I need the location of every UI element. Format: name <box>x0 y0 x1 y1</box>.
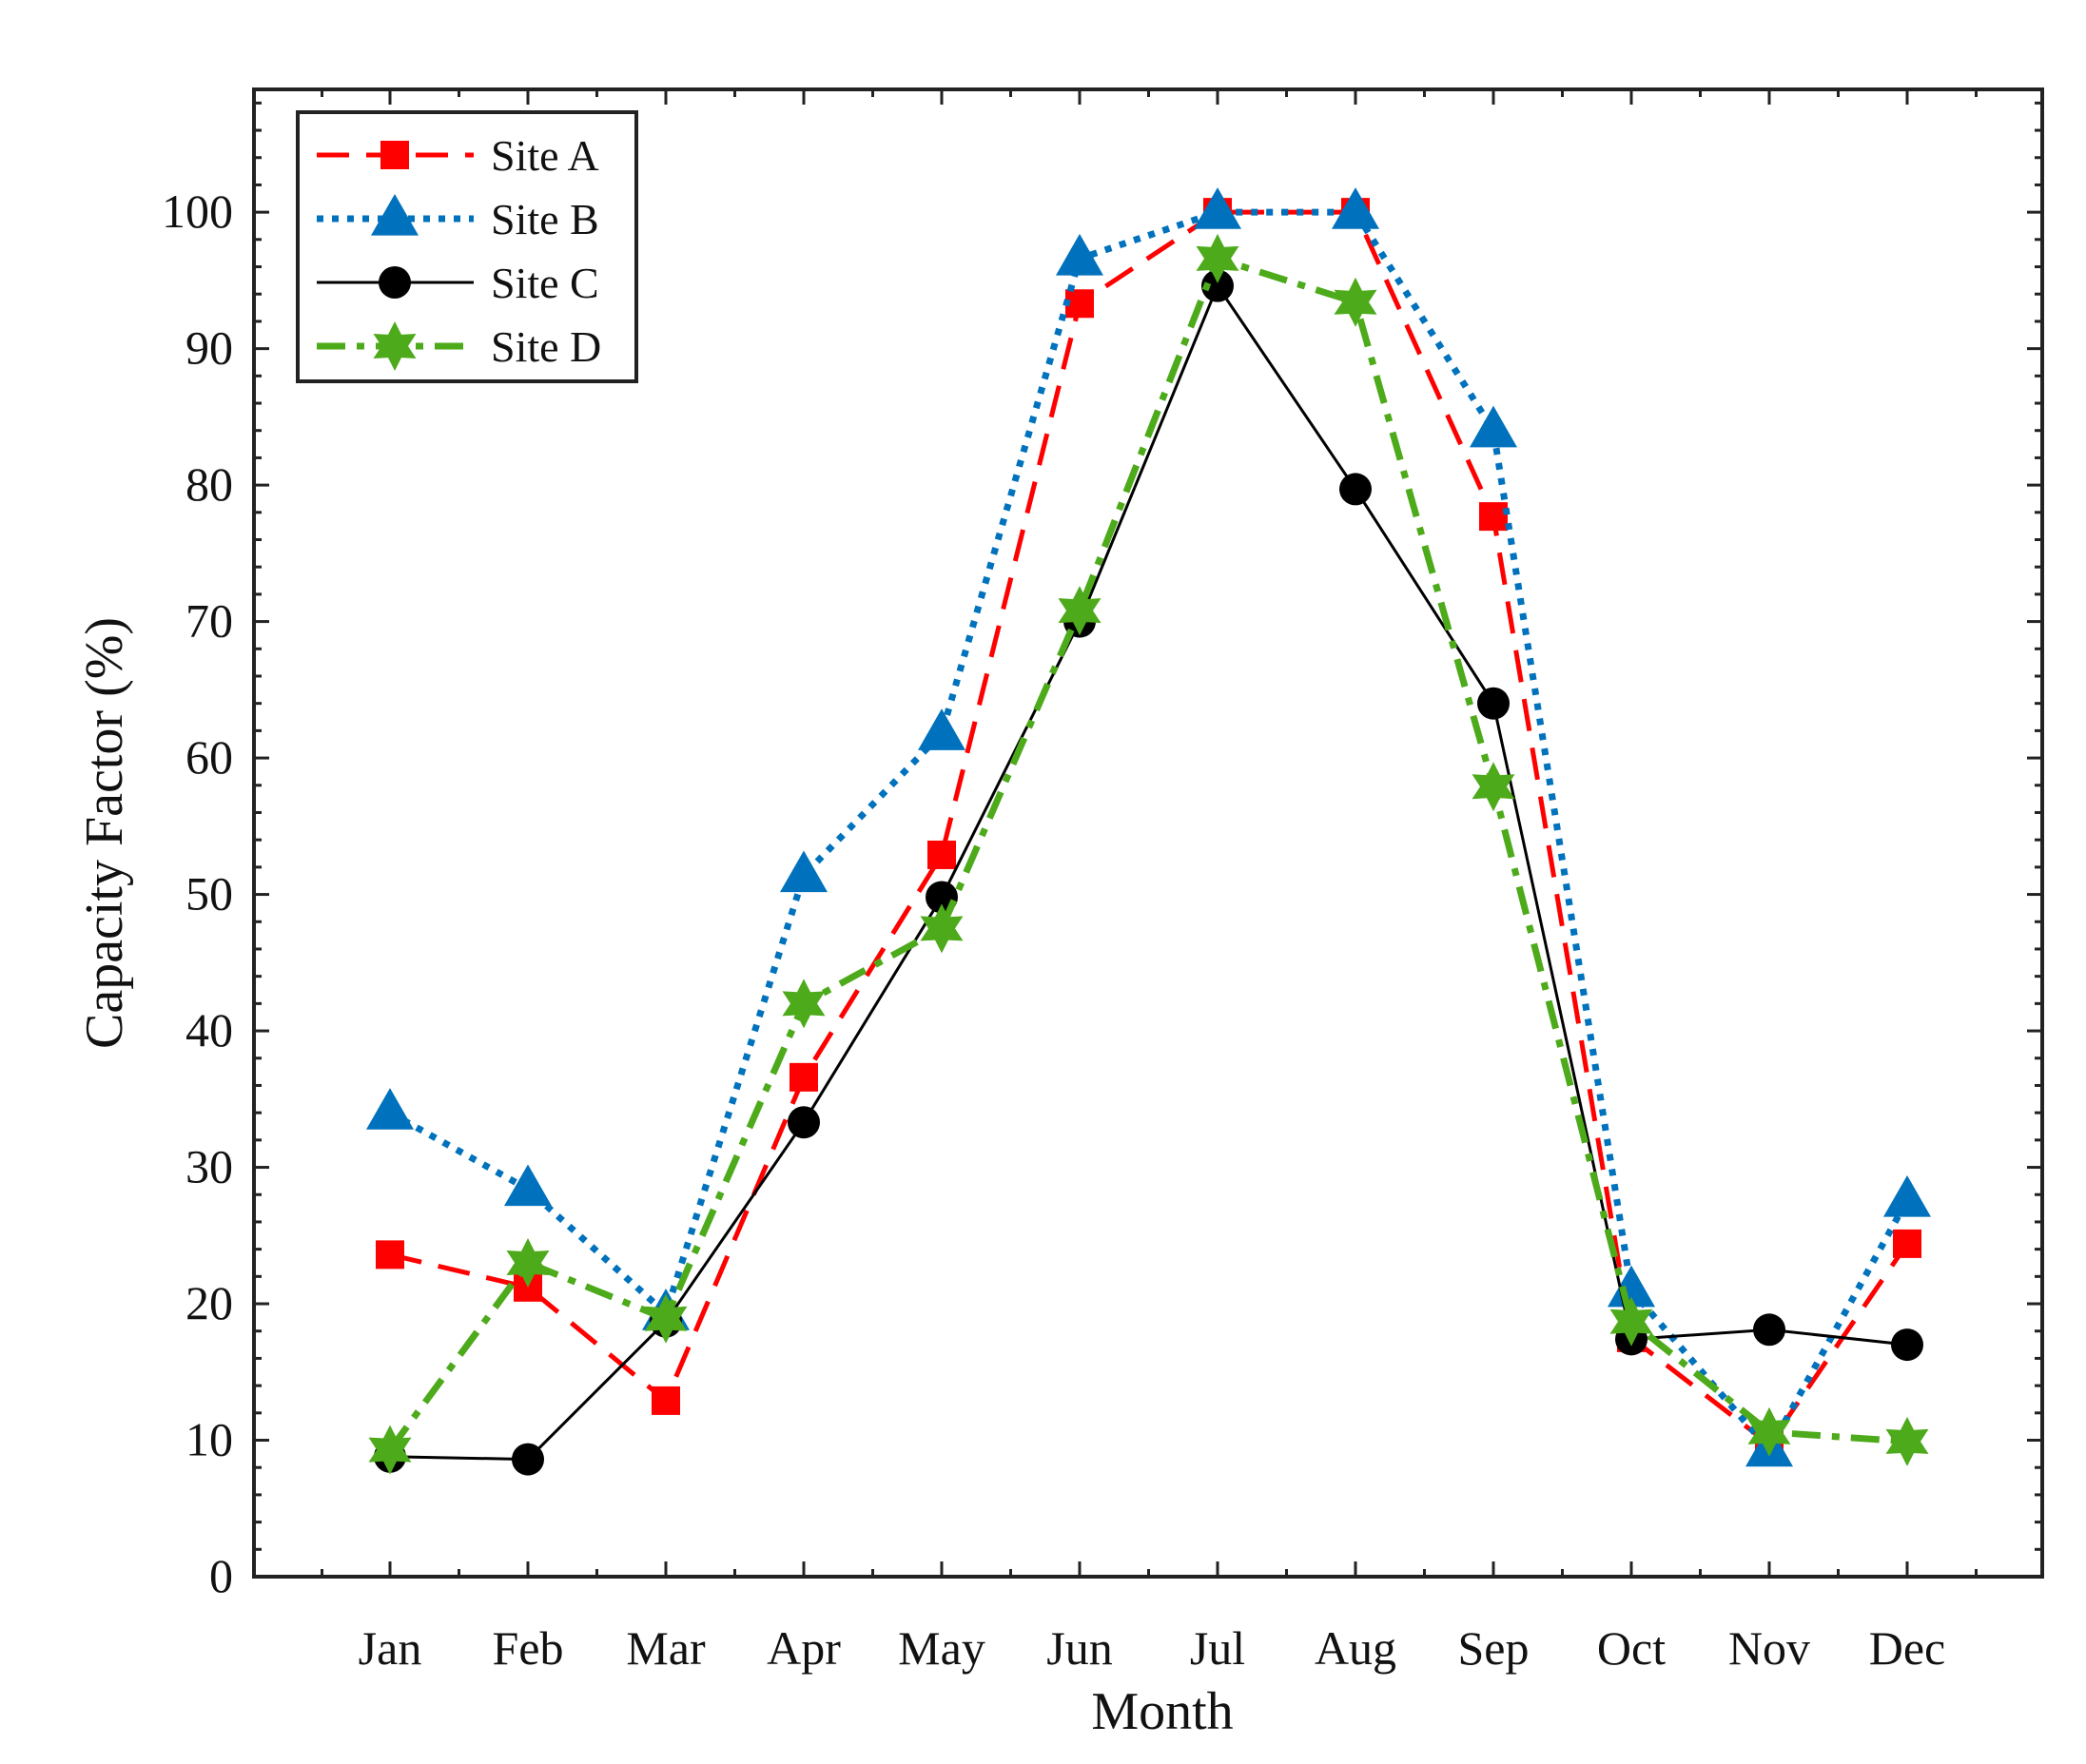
data-point <box>504 1164 552 1207</box>
data-point <box>1332 187 1379 229</box>
y-tick-label: 40 <box>185 1003 233 1056</box>
data-point <box>1753 1313 1785 1347</box>
data-point <box>1477 687 1510 720</box>
legend-marker <box>379 266 411 299</box>
data-point <box>1479 502 1508 532</box>
legend-marker <box>380 141 409 169</box>
series-line <box>388 208 1911 1454</box>
data-point <box>506 1238 550 1288</box>
data-point <box>644 1293 688 1344</box>
y-tick-label: 30 <box>185 1140 233 1193</box>
data-point <box>927 840 956 869</box>
legend-item: Site D <box>317 321 601 371</box>
data-point <box>1608 1265 1655 1308</box>
x-tick-label: Jun <box>1046 1621 1112 1675</box>
legend-label: Site D <box>491 322 601 371</box>
data-point <box>1747 1406 1791 1457</box>
data-point <box>512 1443 544 1476</box>
data-point <box>366 1088 414 1130</box>
series-line <box>387 255 1908 1452</box>
x-tick-label: Dec <box>1869 1621 1946 1675</box>
y-tick-label: 0 <box>209 1549 233 1602</box>
y-tick-label: 10 <box>185 1413 233 1466</box>
y-tick-label: 90 <box>185 321 233 375</box>
y-tick-label: 70 <box>185 594 233 648</box>
x-axis-title: Month <box>1091 1682 1233 1741</box>
axes: 0 10 20 30 40 50 60 70 80 90 100 Jan Feb Mar Apr May Jun… <box>75 89 2042 1741</box>
data-point <box>1472 762 1515 812</box>
data-point <box>1891 1328 1923 1362</box>
legend-label: Site C <box>491 259 599 307</box>
x-tick-label: Feb <box>493 1621 564 1675</box>
y-tick-label: 80 <box>185 457 233 511</box>
plot-frame <box>252 87 2044 1579</box>
x-tick-label: Nov <box>1728 1621 1810 1675</box>
legend-marker <box>373 321 417 371</box>
x-tick-label: Jul <box>1190 1621 1245 1675</box>
legend: Site A Site B Site C Site D <box>296 110 638 383</box>
y-tick-label: 60 <box>185 730 233 784</box>
x-tick-label: Oct <box>1597 1621 1666 1675</box>
data-point <box>652 1386 680 1415</box>
data-point <box>1339 473 1372 506</box>
data-point <box>1196 233 1239 283</box>
legend-marker <box>371 193 419 236</box>
legend-item: Site B <box>317 193 599 243</box>
data-point <box>1194 187 1241 229</box>
data-point <box>1883 1174 1931 1217</box>
series-site-d <box>368 233 1929 1475</box>
x-tick-label: Sep <box>1458 1621 1530 1675</box>
data-point <box>918 708 965 750</box>
data-point <box>1201 269 1234 302</box>
data-point <box>1056 233 1103 276</box>
legend-item: Site A <box>317 131 599 180</box>
data-point <box>920 903 964 954</box>
data-point <box>780 850 828 893</box>
data-point <box>788 1106 820 1139</box>
x-tick-label: Mar <box>626 1621 706 1675</box>
x-tick-label: Apr <box>767 1621 841 1675</box>
y-tick-label: 50 <box>185 867 233 921</box>
data-point <box>1609 1296 1653 1347</box>
x-tick-label: May <box>898 1621 985 1675</box>
data-point <box>1893 1229 1921 1258</box>
data-point <box>790 1062 818 1092</box>
y-tick-label: 20 <box>185 1276 233 1329</box>
data-point <box>376 1240 404 1270</box>
data-point <box>368 1425 412 1475</box>
series-line <box>389 209 1910 1447</box>
legend-label: Site B <box>491 195 599 243</box>
data-point <box>1334 277 1377 327</box>
data-point <box>1058 586 1101 636</box>
y-axis-title: Capacity Factor (%) <box>75 617 134 1049</box>
legend-label: Site A <box>491 131 599 180</box>
x-tick-label: Jan <box>359 1621 422 1675</box>
legend-item: Site C <box>317 259 599 307</box>
y-tick-label: 100 <box>162 184 233 238</box>
data-point <box>782 979 826 1029</box>
data-point <box>1065 289 1094 319</box>
data-point <box>1885 1416 1929 1466</box>
x-tick-label: Aug <box>1315 1621 1396 1675</box>
data-point <box>1470 405 1517 448</box>
